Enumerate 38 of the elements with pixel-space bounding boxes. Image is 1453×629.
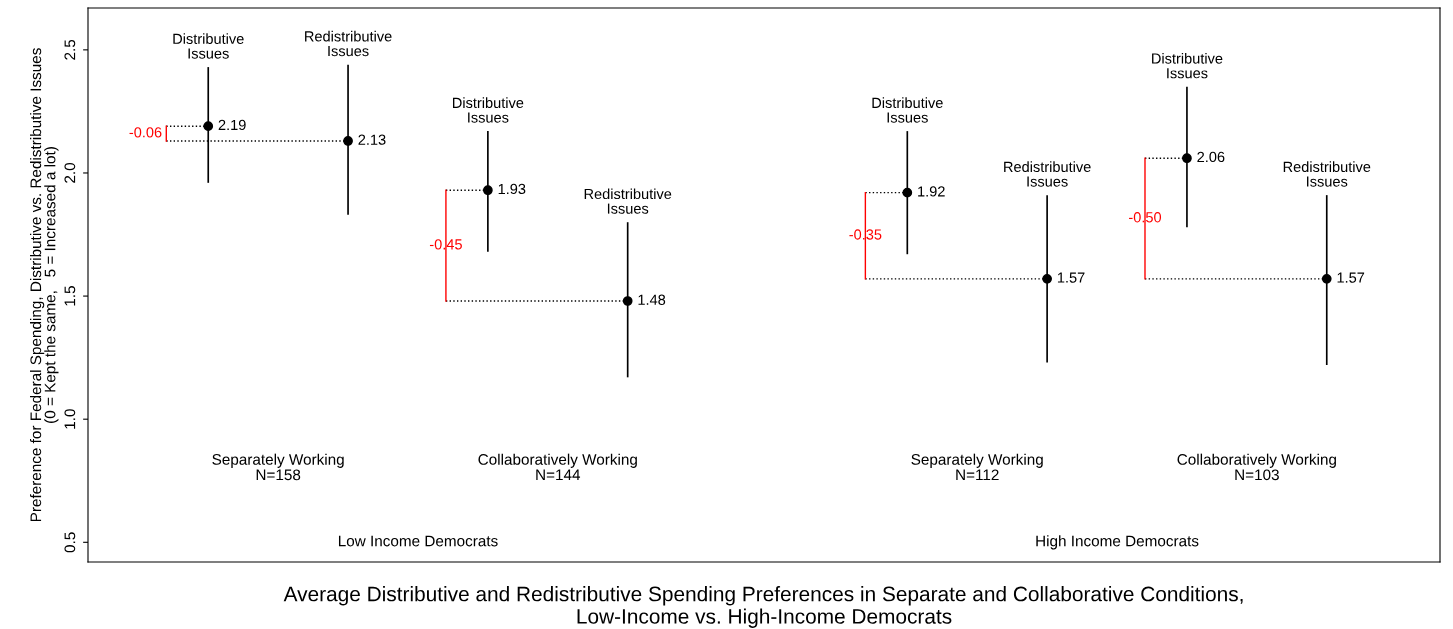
annotation: High Income Democrats: [1036, 535, 1199, 550]
point: [902, 187, 913, 198]
y-axis-title: Preference for Federal Spending, Distributive vs. Redistributive Issues (0 = Kept the same, 5 = Increased a lot): [30, 48, 59, 522]
point: [1182, 153, 1192, 164]
data-label: 1.93: [498, 183, 526, 195]
point: [203, 121, 214, 132]
data-label: 1.57: [1337, 272, 1365, 283]
annotation: Redistributive Issues: [305, 30, 392, 57]
y-tick-label: 0.5: [64, 532, 76, 553]
data-label: 1.57: [1057, 272, 1085, 283]
data-label: 1.48: [638, 294, 666, 305]
annotation: Redistributive Issues: [1283, 161, 1371, 187]
annotation: Distributive Issues: [1152, 52, 1223, 79]
data-label: 2.19: [218, 119, 246, 131]
annotation: Collaboratively Working N=144: [478, 453, 637, 481]
annotation: Distributive Issues: [453, 97, 524, 123]
point: [483, 185, 493, 196]
data-label: 1.92: [918, 186, 945, 197]
y-tick-label: 1.0: [64, 409, 76, 429]
y-tick-label: 2.5: [64, 39, 76, 60]
annotation: Low Income Democrats: [338, 535, 498, 547]
annotation: Distributive Issues: [872, 97, 943, 123]
data-label: 2.13: [358, 134, 386, 145]
y-tick-label: 1.5: [64, 286, 76, 306]
point: [1321, 273, 1332, 284]
annotation: Redistributive Issues: [1004, 161, 1091, 187]
point: [1042, 273, 1052, 284]
data-label: 2.06: [1197, 151, 1225, 163]
annotation: Collaboratively Working N=103: [1177, 453, 1336, 481]
annotation: Separately Working N=112: [911, 453, 1043, 481]
point: [622, 296, 633, 306]
annotation: Separately Working N=158: [212, 453, 344, 481]
y-tick-label: 2.0: [64, 162, 76, 183]
annotation: Distributive Issues: [173, 33, 244, 59]
text: Average Distributive and Redistributive Spending Preferences in Separate and Collaborative Conditions, Low-Income vs. High-Income Democrats: [283, 586, 1243, 628]
point: [343, 136, 353, 146]
annotation: -0.06: [129, 127, 162, 138]
annotation: Redistributive Issues: [584, 188, 672, 214]
